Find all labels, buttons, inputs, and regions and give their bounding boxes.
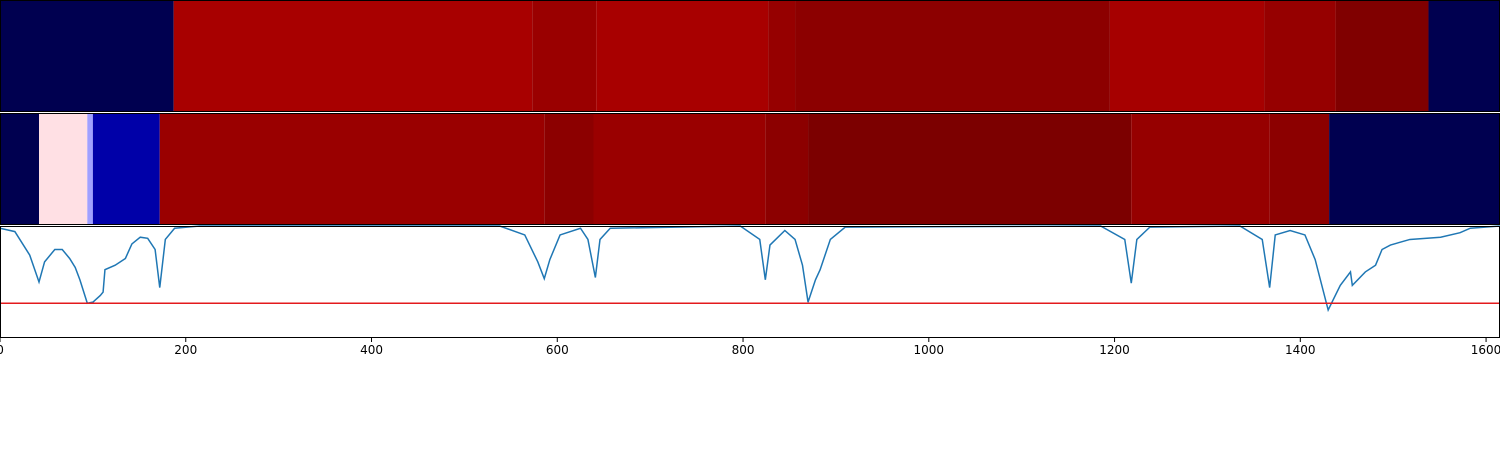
heatmap-cell — [1335, 0, 1429, 112]
heatmap-cell — [532, 0, 597, 112]
x-tick-label: 600 — [546, 343, 569, 357]
heatmap-cell — [159, 113, 545, 225]
heatmap-cell — [808, 113, 1132, 225]
heatmap-cell — [1269, 113, 1330, 225]
x-tick-label: 400 — [360, 343, 383, 357]
heatmap-cell — [593, 113, 766, 225]
heatmap-cell — [1131, 113, 1270, 225]
heatmap-cell — [1264, 0, 1336, 112]
x-tick-label: 1600 — [1471, 343, 1500, 357]
heatmap-cell — [87, 113, 93, 225]
heatmap-cell — [1428, 0, 1500, 112]
x-tick-label: 0 — [0, 343, 4, 357]
heatmap-cell — [765, 113, 809, 225]
heatmap-cell — [1109, 0, 1265, 112]
x-tick-label: 1200 — [1099, 343, 1130, 357]
heatmap-cell — [39, 113, 88, 225]
heatmap-cell — [544, 113, 594, 225]
heatmap-cell — [596, 0, 769, 112]
heatmap-cell — [768, 0, 796, 112]
heatmap-cell — [0, 0, 174, 112]
x-tick-label: 200 — [174, 343, 197, 357]
x-tick-label: 1000 — [914, 343, 945, 357]
data-line — [0, 225, 1500, 313]
heatmap-cell — [173, 0, 533, 112]
x-tick-label: 1400 — [1285, 343, 1316, 357]
heatmap-cell — [92, 113, 160, 225]
heatmap-cell — [0, 113, 40, 225]
heatmap-cell — [795, 0, 1110, 112]
x-tick-label: 800 — [732, 343, 755, 357]
heatmap-cell — [1329, 113, 1500, 225]
